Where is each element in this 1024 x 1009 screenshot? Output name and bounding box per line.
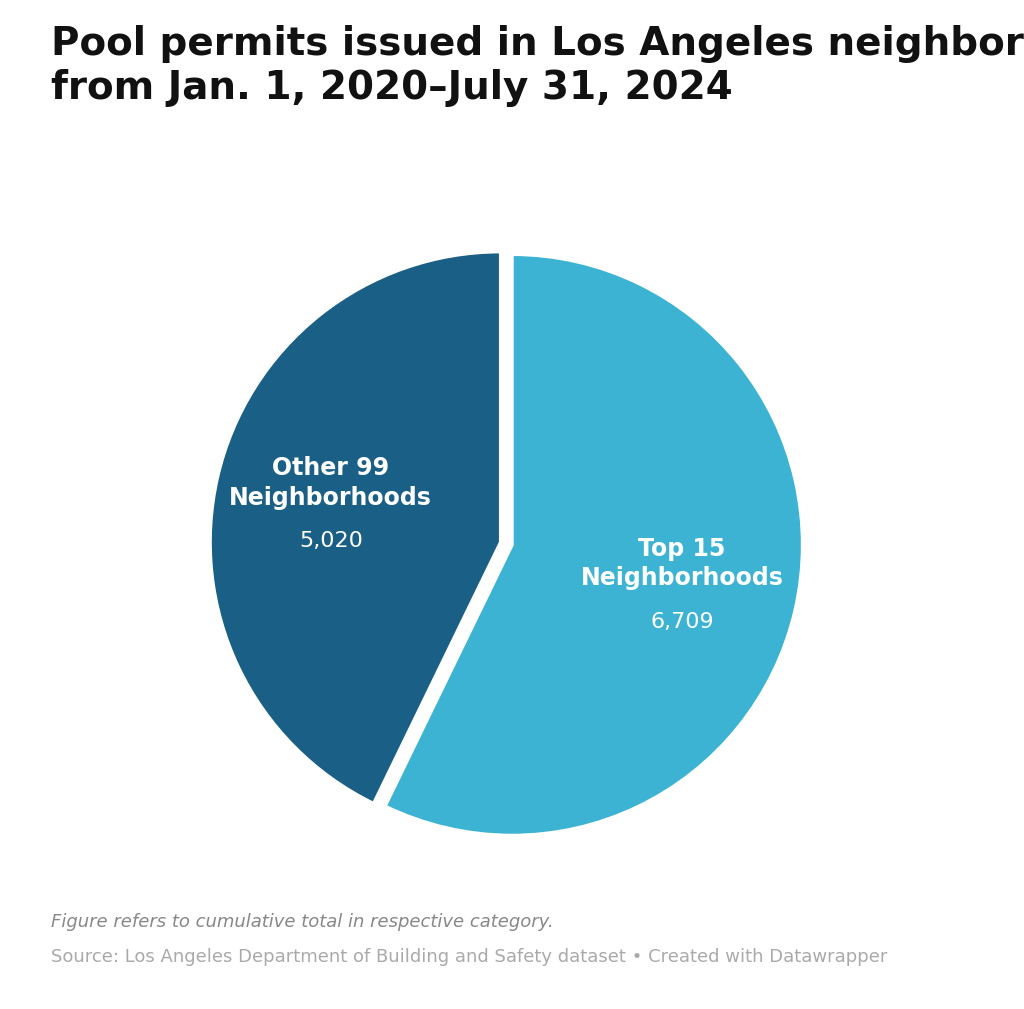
Text: 6,709: 6,709 — [650, 611, 714, 632]
Text: Pool permits issued in Los Angeles neighborhoods
from Jan. 1, 2020–July 31, 2024: Pool permits issued in Los Angeles neigh… — [51, 25, 1024, 107]
Wedge shape — [210, 251, 501, 803]
Text: Other 99
Neighborhoods: Other 99 Neighborhoods — [229, 456, 432, 510]
Wedge shape — [385, 254, 803, 835]
Text: Source: Los Angeles Department of Building and Safety dataset • Created with Dat: Source: Los Angeles Department of Buildi… — [51, 948, 888, 967]
Text: 5,020: 5,020 — [299, 531, 362, 551]
Text: Figure refers to cumulative total in respective category.: Figure refers to cumulative total in res… — [51, 913, 554, 931]
Text: Top 15
Neighborhoods: Top 15 Neighborhoods — [581, 537, 783, 590]
